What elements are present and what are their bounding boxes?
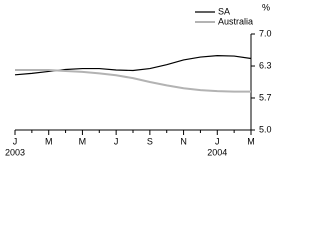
x-year-label: 2004 <box>207 147 227 157</box>
y-tick-label: 5.7 <box>259 92 272 102</box>
x-tick-label: J <box>114 136 119 146</box>
y-tick-label: 7.0 <box>259 28 272 38</box>
x-tick-label: S <box>147 136 153 146</box>
x-tick-label: M <box>79 136 87 146</box>
x-tick-label: J <box>215 136 220 146</box>
y-axis-label: % <box>262 2 270 12</box>
x-tick-label: N <box>180 136 187 146</box>
x-tick-label: J <box>13 136 18 146</box>
legend-label: Australia <box>218 16 253 26</box>
line-series <box>15 69 251 93</box>
legend-label: SA <box>218 6 230 16</box>
x-year-label: 2003 <box>5 147 25 157</box>
x-tick-label: M <box>45 136 53 146</box>
y-tick-label: 5.0 <box>259 124 272 134</box>
x-tick-label: M <box>247 136 255 146</box>
line-series <box>14 54 252 76</box>
y-tick-label: 6.3 <box>259 60 272 70</box>
